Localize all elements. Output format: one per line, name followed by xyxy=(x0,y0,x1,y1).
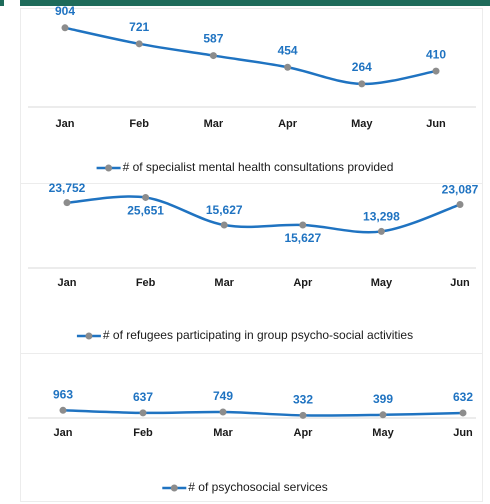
data-label: 25,651 xyxy=(127,204,164,218)
marker xyxy=(61,24,69,32)
data-label: 632 xyxy=(453,390,473,404)
x-tick-label: Apr xyxy=(294,427,314,439)
x-tick-label: Feb xyxy=(129,118,149,130)
x-tick-label: Jan xyxy=(58,277,77,289)
marker xyxy=(284,63,292,71)
legend-marker xyxy=(170,484,178,492)
data-label: 23,087 xyxy=(442,183,479,197)
data-label: 721 xyxy=(129,20,149,34)
x-tick-label: Jun xyxy=(450,277,470,289)
legend-label: # of refugees participating in group psy… xyxy=(103,328,413,342)
x-tick-label: Mar xyxy=(204,118,224,130)
x-tick-label: Jun xyxy=(453,427,473,439)
x-tick-label: Apr xyxy=(278,118,298,130)
x-tick-label: Mar xyxy=(213,427,233,439)
marker xyxy=(358,80,366,88)
x-tick-label: Jan xyxy=(54,427,73,439)
data-label: 23,752 xyxy=(49,181,86,195)
marker xyxy=(456,201,464,209)
data-label: 963 xyxy=(53,387,73,401)
data-label: 332 xyxy=(293,393,313,407)
x-tick-label: May xyxy=(372,427,394,439)
x-tick-label: Feb xyxy=(133,427,153,439)
data-label: 749 xyxy=(213,389,233,403)
panel xyxy=(20,353,483,502)
data-label: 264 xyxy=(352,60,372,74)
line xyxy=(66,195,461,234)
x-tick-label: May xyxy=(371,277,393,289)
x-tick-label: Feb xyxy=(136,277,156,289)
legend-label: # of specialist mental health consultati… xyxy=(123,160,394,174)
x-tick-label: Jan xyxy=(56,118,75,130)
marker xyxy=(63,199,71,207)
marker xyxy=(209,52,217,60)
header-bar xyxy=(0,0,490,6)
legend-label: # of psychosocial services xyxy=(188,480,327,494)
header-notch xyxy=(4,0,20,6)
legend-marker xyxy=(85,332,93,340)
marker xyxy=(139,409,147,417)
marker xyxy=(379,411,387,419)
marker xyxy=(220,221,228,229)
data-label: 637 xyxy=(133,390,153,404)
data-label: 15,627 xyxy=(284,231,321,245)
x-tick-label: Jun xyxy=(426,118,446,130)
data-label: 454 xyxy=(278,43,298,57)
data-label: 15,627 xyxy=(206,203,243,217)
marker xyxy=(459,409,467,417)
panel xyxy=(20,8,483,184)
x-tick-label: May xyxy=(351,118,373,130)
data-label: 587 xyxy=(203,32,223,46)
data-label: 410 xyxy=(426,47,446,61)
x-tick-label: Apr xyxy=(293,277,313,289)
legend-marker xyxy=(105,164,113,172)
data-label: 399 xyxy=(373,392,393,406)
marker xyxy=(219,408,227,416)
marker xyxy=(299,411,307,419)
x-tick-label: Mar xyxy=(214,277,234,289)
line xyxy=(64,26,437,86)
marker xyxy=(432,67,440,75)
marker xyxy=(135,40,143,48)
data-label: 904 xyxy=(55,4,75,18)
marker xyxy=(299,221,307,229)
data-label: 13,298 xyxy=(363,210,400,224)
line xyxy=(62,409,464,417)
marker xyxy=(59,406,67,414)
marker xyxy=(142,193,150,201)
marker xyxy=(377,227,385,235)
